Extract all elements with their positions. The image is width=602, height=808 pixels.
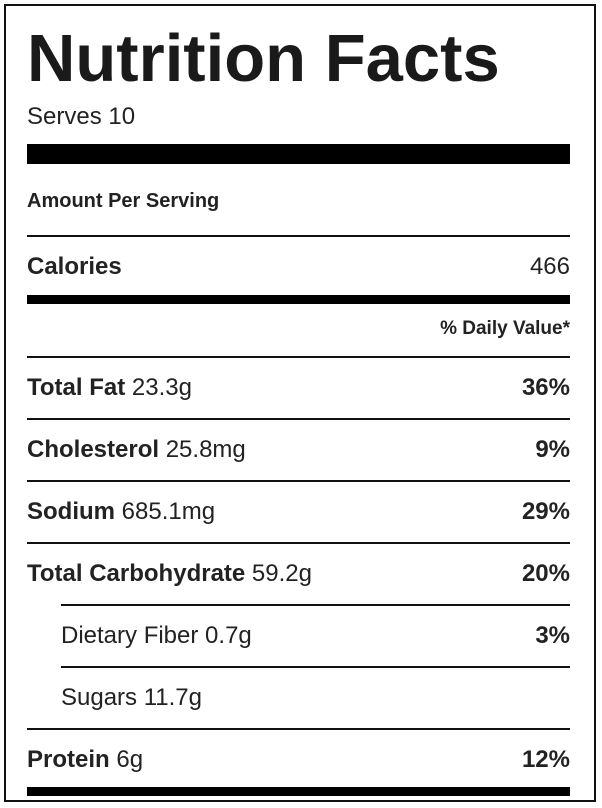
nutrient-row-total-fat: Total Fat 23.3g 36%	[27, 373, 570, 403]
divider	[27, 356, 570, 358]
nutrient-percent: 3%	[535, 622, 570, 649]
label-title: Nutrition Facts	[27, 21, 500, 96]
nutrient-amount: 11.7g	[143, 684, 202, 711]
amount-per-serving: Amount Per Serving	[27, 190, 220, 212]
nutrient-row-total-carbohydrate: Total Carbohydrate 59.2g 20%	[27, 559, 570, 589]
nutrient-amount: 59.2g	[251, 560, 312, 587]
medium-divider	[27, 295, 570, 304]
nutrient-amount: 685.1mg	[121, 498, 216, 525]
divider	[27, 235, 570, 237]
nutrient-amount: 6g	[116, 746, 144, 773]
nutrient-percent: 12%	[521, 746, 570, 773]
nutrient-name: Sodium 685.1mg	[27, 498, 216, 525]
calories-row: Calories 466	[27, 252, 570, 282]
daily-value-header: % Daily Value*	[440, 318, 570, 339]
nutrient-percent: 29%	[521, 498, 570, 525]
nutrient-row-dietary-fiber: Dietary Fiber 0.7g 3%	[61, 621, 570, 651]
nutrient-amount: 23.3g	[131, 374, 192, 401]
nutrient-percent: 9%	[535, 436, 570, 463]
nutrient-name: Total Carbohydrate 59.2g	[27, 560, 312, 587]
divider	[27, 728, 570, 730]
calories-value: 466	[529, 253, 570, 280]
nutrient-name: Protein 6g	[27, 746, 144, 773]
nutrient-amount: 0.7g	[205, 622, 252, 649]
nutrient-name: Cholesterol 25.8mg	[27, 436, 246, 463]
nutrition-label: Nutrition Facts Serves 10 Amount Per Ser…	[4, 4, 596, 802]
nutrient-percent: 36%	[521, 374, 570, 401]
divider	[27, 542, 570, 544]
nutrient-name: Sugars 11.7g	[61, 684, 202, 711]
nutrient-row-sodium: Sodium 685.1mg 29%	[27, 497, 570, 527]
nutrient-row-protein: Protein 6g 12%	[27, 745, 570, 775]
servings-text: Serves 10	[27, 103, 136, 130]
divider	[61, 666, 570, 668]
calories-label: Calories	[27, 253, 122, 280]
divider	[27, 480, 570, 482]
divider	[27, 418, 570, 420]
nutrient-name: Dietary Fiber 0.7g	[61, 622, 252, 649]
label-content: Nutrition Facts Serves 10 Amount Per Ser…	[27, 6, 570, 800]
thick-divider	[27, 144, 570, 164]
divider	[61, 604, 570, 606]
nutrient-name: Total Fat 23.3g	[27, 374, 192, 401]
nutrient-amount: 25.8mg	[165, 436, 246, 463]
nutrient-row-cholesterol: Cholesterol 25.8mg 9%	[27, 435, 570, 465]
nutrient-percent: 20%	[521, 560, 570, 587]
nutrient-row-sugars: Sugars 11.7g	[61, 683, 570, 713]
bottom-divider	[27, 787, 570, 796]
